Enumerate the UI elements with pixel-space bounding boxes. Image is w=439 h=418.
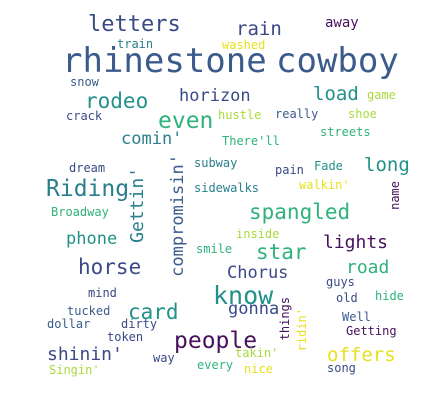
word-fade: Fade — [314, 159, 343, 173]
word-gonna: gonna — [228, 299, 280, 319]
word-chorus: Chorus — [227, 263, 289, 283]
word-people: people — [174, 328, 258, 354]
word-hustle: hustle — [218, 108, 262, 122]
word-shinin: shinin' — [47, 344, 123, 365]
word-pain: pain — [275, 163, 304, 177]
word-broadway: Broadway — [51, 205, 109, 219]
word-streets: streets — [320, 125, 371, 139]
word-rhinestone: rhinestone — [62, 41, 267, 81]
word-getting: Getting — [346, 324, 397, 338]
word-dollar: dollar — [47, 317, 91, 331]
word-sidewalks: sidewalks — [194, 181, 260, 195]
word-name: name — [388, 181, 402, 210]
word-compromisin: compromisin' — [168, 154, 188, 277]
word-comin: comin' — [121, 129, 183, 149]
word-away: away — [325, 15, 359, 31]
word-load: load — [313, 83, 359, 105]
word-subway: subway — [194, 156, 238, 170]
word-long: long — [364, 154, 410, 176]
word-shoe: shoe — [348, 107, 377, 121]
word-takin: takin' — [235, 346, 279, 360]
word-ridin: ridin' — [295, 308, 309, 352]
word-know: know — [213, 281, 274, 310]
word-things: things — [278, 297, 292, 341]
word-dream: dream — [69, 161, 106, 175]
word-horse: horse — [78, 255, 142, 279]
word-inside: inside — [236, 227, 280, 241]
word-snow: snow — [70, 75, 99, 89]
word-token: token — [107, 330, 144, 344]
word-nice: nice — [244, 362, 273, 376]
word-star: star — [256, 240, 307, 264]
word-road: road — [346, 257, 390, 278]
word-rain: rain — [236, 18, 282, 40]
word-guys: guys — [326, 275, 355, 289]
word-horizon: horizon — [179, 86, 251, 106]
word-song: song — [327, 361, 356, 375]
word-game: game — [367, 88, 396, 102]
word-spangled: spangled — [249, 200, 351, 224]
word-gettin: Gettin' — [127, 167, 148, 243]
word-card: card — [128, 300, 179, 324]
word-offers: offers — [327, 344, 396, 366]
word-walkin: walkin' — [299, 178, 350, 192]
word-even: even — [158, 108, 214, 134]
word-crack: crack — [66, 109, 103, 123]
word-singin: Singin' — [49, 363, 100, 377]
word-way: way — [153, 351, 175, 365]
word-mind: mind — [88, 286, 117, 300]
word-letters: letters — [88, 12, 181, 37]
word-train: train — [117, 37, 154, 51]
word-every: every — [197, 358, 234, 372]
word-riding: Riding — [46, 176, 130, 202]
word-therell: There'll — [222, 134, 280, 148]
word-well: Well — [342, 310, 371, 324]
word-lights: lights — [323, 232, 389, 253]
word-old: old — [336, 291, 358, 305]
word-cowboy: cowboy — [276, 41, 399, 81]
word-washed: washed — [222, 38, 266, 52]
word-smile: smile — [196, 242, 233, 256]
word-dirty: dirty — [121, 317, 158, 331]
word-hide: hide — [375, 289, 404, 303]
word-phone: phone — [66, 229, 118, 249]
word-tucked: tucked — [67, 304, 111, 318]
word-rodeo: rodeo — [85, 89, 149, 113]
word-really: really — [275, 107, 319, 121]
